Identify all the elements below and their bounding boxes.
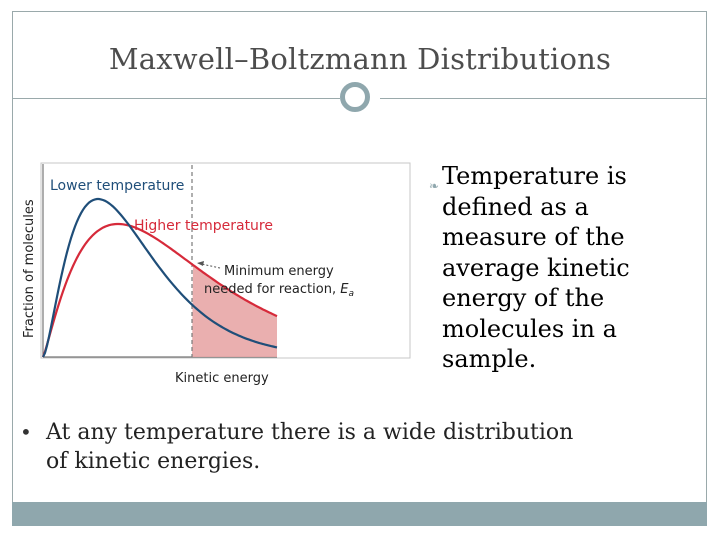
- bullet-dot-icon: •: [20, 420, 32, 444]
- bullet-wide-distribution: • At any temperature there is a wide dis…: [20, 418, 580, 476]
- bullet-temperature-definition: ❧ Temperature is defined as a measure of…: [425, 161, 655, 375]
- maxwell-boltzmann-figure: Lower temperature Higher temperature Min…: [22, 162, 411, 386]
- higher-temperature-curve: [41, 222, 278, 358]
- leaf-bullet-icon: ❧: [429, 179, 440, 193]
- footer-bar: [12, 502, 707, 526]
- lower-temperature-label: Lower temperature: [50, 178, 184, 194]
- ring-ornament-icon: [340, 82, 370, 112]
- shaded-region-above-ea: [192, 265, 277, 357]
- min-energy-label-line2: needed for reaction, Ea: [204, 282, 354, 299]
- y-axis-label: Fraction of molecules: [22, 199, 37, 338]
- slide-title: Maxwell–Boltzmann Distributions: [108, 42, 612, 76]
- title-rule-left: [12, 98, 340, 99]
- bullet-wide-distribution-text: At any temperature there is a wide distr…: [46, 420, 574, 474]
- bullet-temperature-text: Temperature is defined as a measure of t…: [442, 162, 630, 373]
- title-rule-right: [380, 98, 707, 99]
- lower-temperature-curve: [42, 197, 278, 358]
- min-energy-label-line1: Minimum energy: [224, 264, 334, 279]
- higher-temperature-label: Higher temperature: [134, 218, 273, 234]
- ea-arrowhead: [197, 261, 204, 266]
- x-axis-label: Kinetic energy: [175, 371, 269, 386]
